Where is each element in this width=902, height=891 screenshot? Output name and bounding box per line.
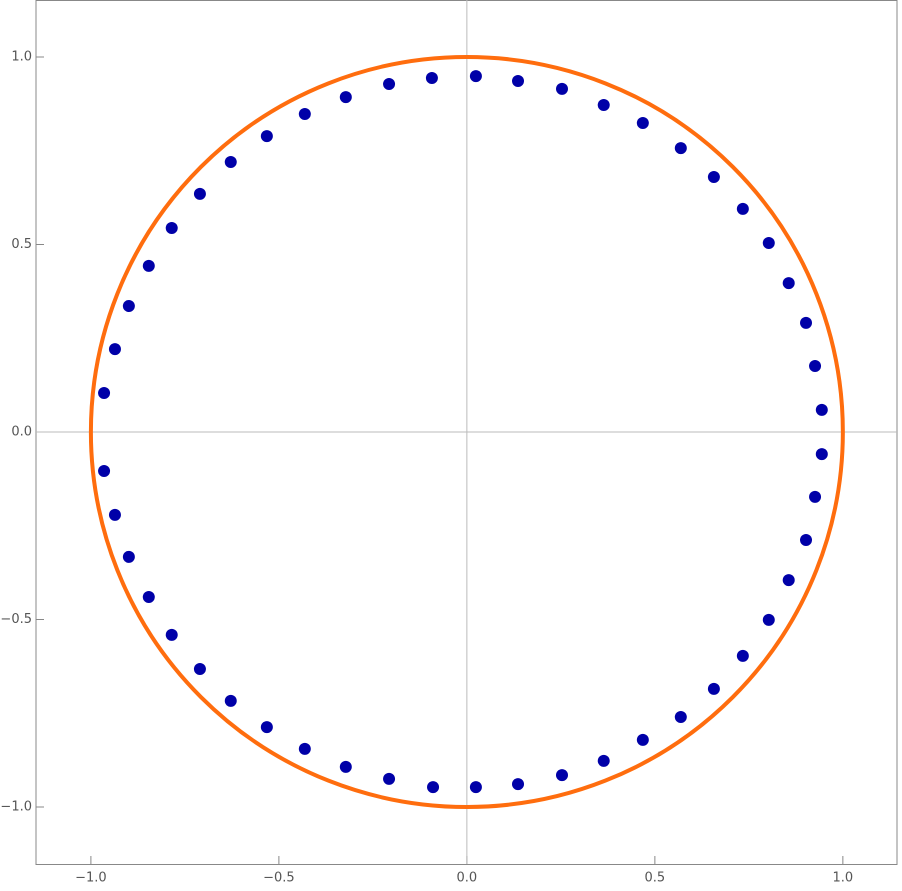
point: [512, 75, 525, 87]
point: [597, 99, 610, 111]
point: [425, 72, 438, 84]
point: [224, 156, 237, 168]
point: [809, 490, 822, 503]
y-tick-label: 0.5: [11, 237, 32, 252]
y-tick-label: −0.5: [0, 612, 32, 627]
point: [339, 91, 352, 104]
point: [636, 117, 649, 129]
point: [193, 663, 206, 675]
point: [193, 187, 206, 200]
point: [469, 70, 482, 83]
point: [512, 778, 525, 791]
point: [809, 360, 822, 372]
point: [122, 550, 135, 563]
x-tick-label: 0.0: [457, 871, 478, 886]
point: [98, 465, 111, 477]
point: [108, 343, 121, 356]
point: [260, 721, 273, 734]
point: [707, 171, 720, 183]
point: [298, 742, 311, 755]
point: [555, 82, 568, 95]
point: [427, 781, 440, 794]
point: [142, 259, 155, 272]
x-tick-label: 1.0: [833, 871, 854, 886]
x-tick-label: −0.5: [263, 871, 295, 886]
point: [674, 142, 687, 155]
point: [762, 237, 775, 249]
point: [224, 694, 237, 707]
point: [815, 448, 828, 461]
point: [98, 387, 111, 399]
point: [736, 202, 749, 215]
point: [782, 574, 795, 587]
unit-circle: [88, 55, 845, 809]
point: [815, 403, 828, 416]
y-tick-label: −1.0: [0, 800, 32, 815]
point: [383, 772, 396, 785]
point: [108, 508, 121, 521]
y-tick-label: 0.0: [11, 425, 32, 440]
point: [674, 711, 687, 723]
point: [122, 300, 135, 312]
point: [597, 754, 610, 767]
point: [165, 222, 178, 234]
point: [260, 130, 273, 143]
y-tick-label: 1.0: [11, 50, 32, 65]
point: [298, 108, 311, 120]
x-tick-label: 0.5: [645, 871, 666, 886]
point: [736, 649, 749, 662]
point: [339, 760, 352, 773]
point: [800, 534, 813, 546]
point: [707, 682, 720, 695]
point: [165, 628, 178, 641]
point: [636, 733, 649, 746]
point: [555, 769, 568, 782]
x-tick-label: −1.0: [75, 871, 107, 886]
point: [762, 613, 775, 626]
point: [383, 78, 396, 90]
point: [782, 277, 795, 290]
point: [800, 316, 813, 329]
point: [469, 781, 482, 794]
point: [142, 591, 155, 603]
